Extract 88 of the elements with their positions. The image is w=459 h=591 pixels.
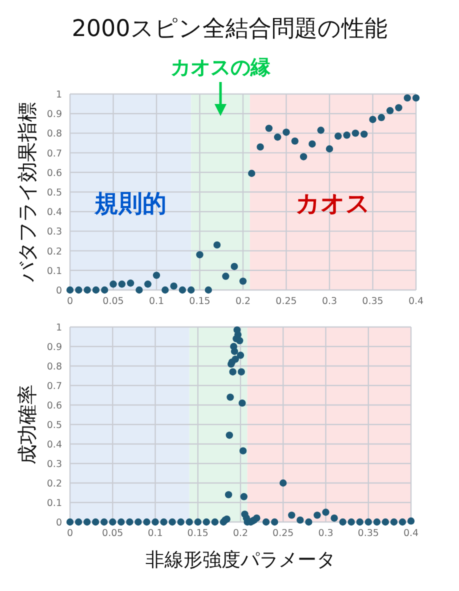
y-tick-label: 0.9 [46, 342, 62, 353]
x-tick-label: 0.15 [189, 296, 210, 307]
y-tick-label: 0.6 [46, 400, 62, 412]
point [213, 241, 221, 249]
point [126, 280, 134, 287]
point [317, 126, 324, 134]
y-axis-title: 成功確率 [15, 384, 39, 464]
band-label: カオスの縁 [170, 55, 272, 79]
y-tick-label: 0.7 [46, 148, 62, 160]
point [188, 286, 195, 294]
point [101, 286, 108, 294]
point [66, 286, 74, 294]
y-tick-label: 1 [56, 322, 62, 334]
x-tick-label: 0.3 [318, 528, 334, 539]
point [412, 94, 420, 102]
point [404, 94, 411, 102]
x-tick-label: 0 [66, 528, 74, 539]
point [75, 286, 82, 294]
x-tick-label: 0.25 [272, 528, 294, 539]
point [308, 140, 316, 148]
point [136, 286, 143, 294]
x-tick-label: 0.1 [148, 528, 163, 539]
y-tick-label: 0 [56, 518, 62, 528]
point [395, 104, 402, 112]
point [204, 286, 212, 294]
y-tick-label: 0.1 [46, 498, 62, 509]
point [170, 282, 178, 290]
point [378, 114, 385, 122]
point [239, 278, 247, 285]
y-tick-label: 0.4 [46, 207, 62, 218]
point [196, 251, 204, 258]
x-tick-label: 0.15 [187, 528, 208, 539]
y-tick-label: 0.1 [46, 266, 62, 277]
point [360, 130, 368, 138]
point [369, 116, 376, 124]
x-tick-label: 0.25 [276, 296, 297, 307]
y-tick-label: 0.8 [46, 362, 62, 372]
point [274, 134, 282, 141]
y-tick-label: 0.8 [46, 128, 62, 140]
x-tick-label: 0.05 [102, 528, 124, 539]
y-tick-label: 1 [56, 90, 62, 100]
y-tick-label: 0.3 [46, 459, 62, 470]
band-label: 規則的 [94, 190, 167, 218]
y-tick-label: 0.2 [46, 246, 62, 258]
point [162, 286, 169, 294]
x-tick-label: 0.35 [358, 528, 379, 539]
y-tick-label: 0 [56, 286, 62, 296]
band-label: カオス [295, 190, 370, 218]
point [291, 137, 298, 145]
point [352, 130, 360, 137]
point [343, 132, 350, 139]
x-tick-label: 0.4 [408, 296, 424, 307]
x-tick-label: 0.4 [403, 528, 419, 539]
y-tick-label: 0.7 [46, 381, 62, 392]
point [282, 128, 290, 136]
point [230, 262, 238, 270]
y-tick-label: 0.5 [46, 420, 62, 431]
y-tick-label: 0.4 [46, 440, 62, 450]
y-tick-label: 0.2 [46, 478, 62, 490]
point [326, 145, 334, 152]
x-tick-label: 0.1 [148, 296, 164, 307]
x-axis-title: 非線形強度パラメータ [146, 549, 336, 571]
y-tick-label: 0.5 [46, 188, 62, 198]
chart-title: 2000スピン全結合問題の性能 [72, 16, 388, 42]
point [178, 286, 186, 294]
point [334, 132, 342, 140]
point [256, 143, 264, 151]
x-tick-label: 0.2 [232, 528, 248, 539]
point [248, 170, 256, 177]
point [265, 124, 273, 132]
x-tick-label: 0 [66, 296, 74, 307]
point [118, 280, 126, 288]
x-tick-label: 0.3 [322, 296, 338, 307]
x-tick-label: 0.35 [362, 296, 384, 307]
point [144, 280, 152, 288]
point [222, 272, 230, 280]
y-tick-label: 0.3 [46, 226, 62, 238]
point [110, 280, 117, 288]
x-tick-label: 0.05 [102, 296, 124, 307]
y-tick-label: 0.6 [46, 168, 62, 179]
x-tick-label: 0.2 [235, 296, 251, 307]
point [84, 286, 91, 294]
point [300, 153, 308, 160]
point [92, 286, 100, 294]
point [152, 272, 160, 279]
point [386, 107, 394, 114]
y-axis-title: バタフライ効果指標 [15, 102, 39, 283]
y-tick-label: 0.9 [46, 109, 62, 120]
